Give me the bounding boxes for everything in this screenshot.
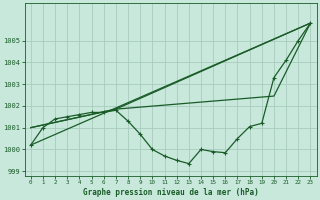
X-axis label: Graphe pression niveau de la mer (hPa): Graphe pression niveau de la mer (hPa) xyxy=(83,188,259,197)
